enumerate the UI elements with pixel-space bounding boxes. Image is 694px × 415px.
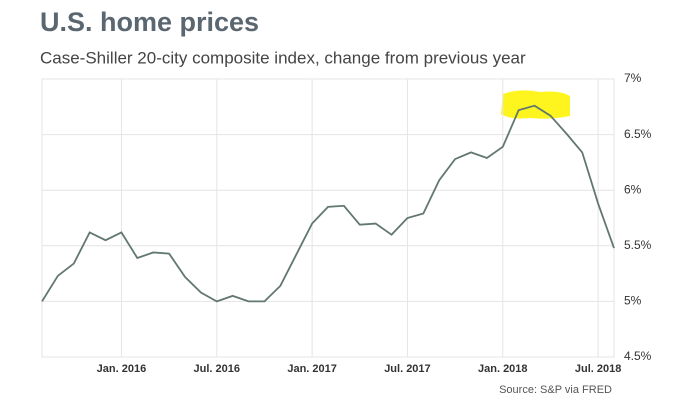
y-tick-label: 4.5% bbox=[624, 349, 652, 363]
chart-title: U.S. home prices bbox=[40, 7, 259, 37]
x-tick-label: Jan. 2018 bbox=[478, 363, 528, 375]
y-tick-label: 5.5% bbox=[624, 238, 652, 252]
chart-subtitle: Case-Shiller 20-city composite index, ch… bbox=[40, 48, 526, 67]
y-tick-label: 5% bbox=[624, 294, 642, 308]
highlight bbox=[501, 90, 570, 119]
line bbox=[41, 104, 615, 303]
y-tick-label: 6% bbox=[624, 182, 642, 196]
y-tick-label: 6.5% bbox=[624, 127, 652, 141]
source: Source: S&P via FRED bbox=[499, 384, 612, 396]
x-tick-label: Jan. 2017 bbox=[287, 363, 337, 375]
x-tick-label: Jul. 2018 bbox=[575, 363, 621, 375]
x-tick-label: Jul. 2016 bbox=[194, 363, 240, 375]
x-tick-label: Jan. 2016 bbox=[97, 363, 147, 375]
x-tick-label: Jul. 2017 bbox=[384, 363, 430, 375]
y-tick-label: 7% bbox=[624, 71, 642, 85]
plot-frame bbox=[41, 78, 615, 358]
